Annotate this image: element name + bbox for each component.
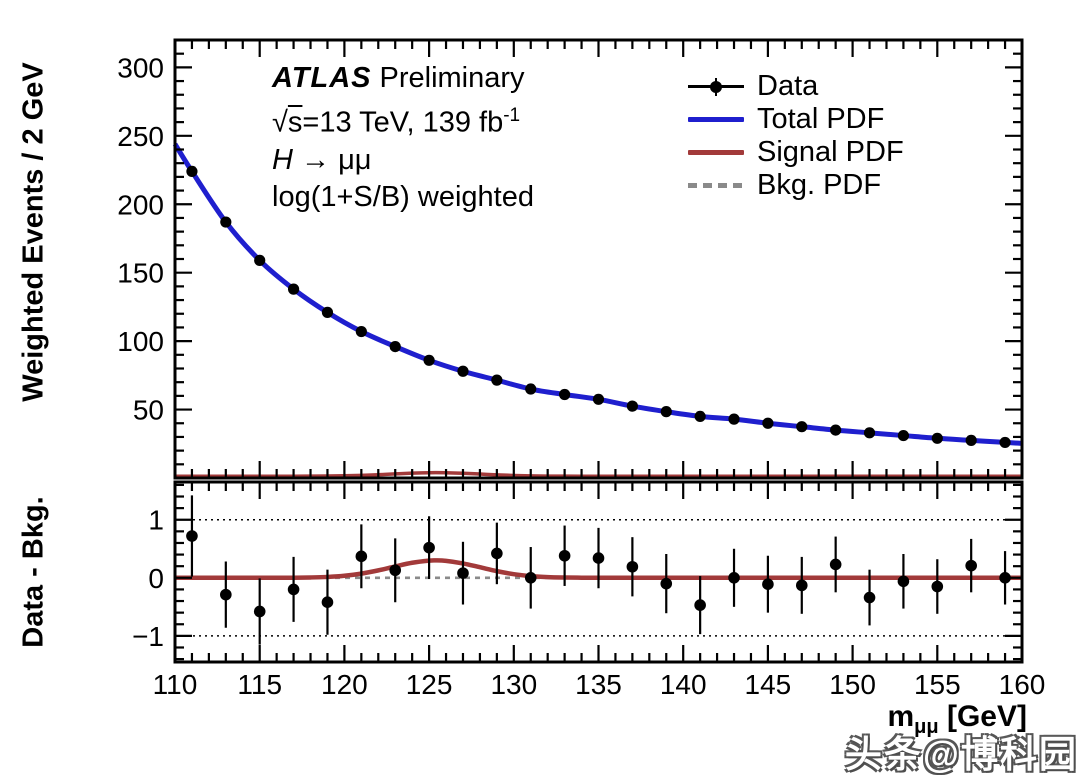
preliminary-label: Preliminary — [379, 62, 525, 94]
legend-label-data: Data — [757, 70, 819, 102]
x-label-subscript: μμ — [914, 716, 939, 738]
axis-tick-labels: 110 115 120 125 130 135 140 145 150 155 160 50 100 15… — [117, 52, 1045, 700]
svg-text:150: 150 — [829, 669, 876, 700]
svg-text:50: 50 — [133, 395, 164, 426]
legend-label-bkg-pdf: Bkg. PDF — [757, 169, 882, 201]
svg-text:0: 0 — [148, 563, 164, 594]
x-axis-label: mμμ [GeV] — [887, 700, 1027, 739]
atlas-label: ATLAS — [272, 62, 372, 94]
annotation-line-experiment: ATLAS Preliminary — [272, 60, 534, 97]
legend-item-data: Data — [688, 70, 904, 103]
annotation-line-energy: √s=13 TeV, 139 fb-1 — [272, 97, 534, 142]
total-pdf-line-icon — [688, 117, 744, 122]
svg-text:1: 1 — [148, 505, 164, 536]
energy-lumi-text: =13 TeV, 139 fb — [302, 106, 504, 139]
svg-text:145: 145 — [745, 669, 792, 700]
legend-label-total-pdf: Total PDF — [757, 103, 885, 135]
svg-text:120: 120 — [321, 669, 368, 700]
svg-text:250: 250 — [117, 121, 164, 152]
bkg-pdf-dashed-line-icon — [688, 183, 744, 188]
watermark: 头条@博科园 — [844, 734, 1078, 775]
svg-text:300: 300 — [117, 52, 164, 83]
legend-item-bkg-pdf: Bkg. PDF — [688, 169, 904, 202]
legend: Data Total PDF Signal PDF Bkg. PDF — [688, 70, 904, 202]
data-point-marker-icon — [688, 76, 744, 98]
annotation-block: ATLAS Preliminary √s=13 TeV, 139 fb-1 H →… — [272, 60, 534, 216]
svg-text:150: 150 — [117, 258, 164, 289]
svg-text:115: 115 — [237, 669, 282, 700]
signal-pdf-line-icon — [688, 150, 744, 155]
svg-text:155: 155 — [914, 669, 961, 700]
decay-text: → μμ — [292, 143, 372, 176]
svg-text:100: 100 — [117, 326, 164, 357]
svg-text:160: 160 — [999, 669, 1046, 700]
svg-text:130: 130 — [490, 669, 537, 700]
annotation-line-process: H → μμ — [272, 142, 534, 179]
sqrt-symbol: √ — [272, 106, 288, 139]
svg-text:110: 110 — [153, 669, 198, 700]
x-label-base: m — [887, 700, 915, 733]
y-axis-title-ratio: Data - Bkg. — [17, 496, 50, 648]
lumi-exponent: -1 — [503, 105, 521, 126]
y-axis-title-main: Weighted Events / 2 GeV — [17, 62, 50, 402]
higgs-symbol: H — [272, 143, 293, 176]
legend-item-signal-pdf: Signal PDF — [688, 136, 904, 169]
axis-ticks — [173, 38, 1024, 662]
svg-text:125: 125 — [406, 669, 453, 700]
svg-text:140: 140 — [660, 669, 707, 700]
annotation-line-weighting: log(1+S/B) weighted — [272, 180, 534, 213]
svg-text:−1: −1 — [132, 621, 164, 652]
x-label-unit: [GeV] — [938, 700, 1027, 733]
svg-text:200: 200 — [117, 189, 164, 220]
svg-text:135: 135 — [575, 669, 622, 700]
legend-label-signal-pdf: Signal PDF — [757, 136, 904, 168]
legend-item-total-pdf: Total PDF — [688, 103, 904, 136]
data-points — [186, 165, 1011, 645]
sqrt-arg: s — [287, 106, 303, 139]
